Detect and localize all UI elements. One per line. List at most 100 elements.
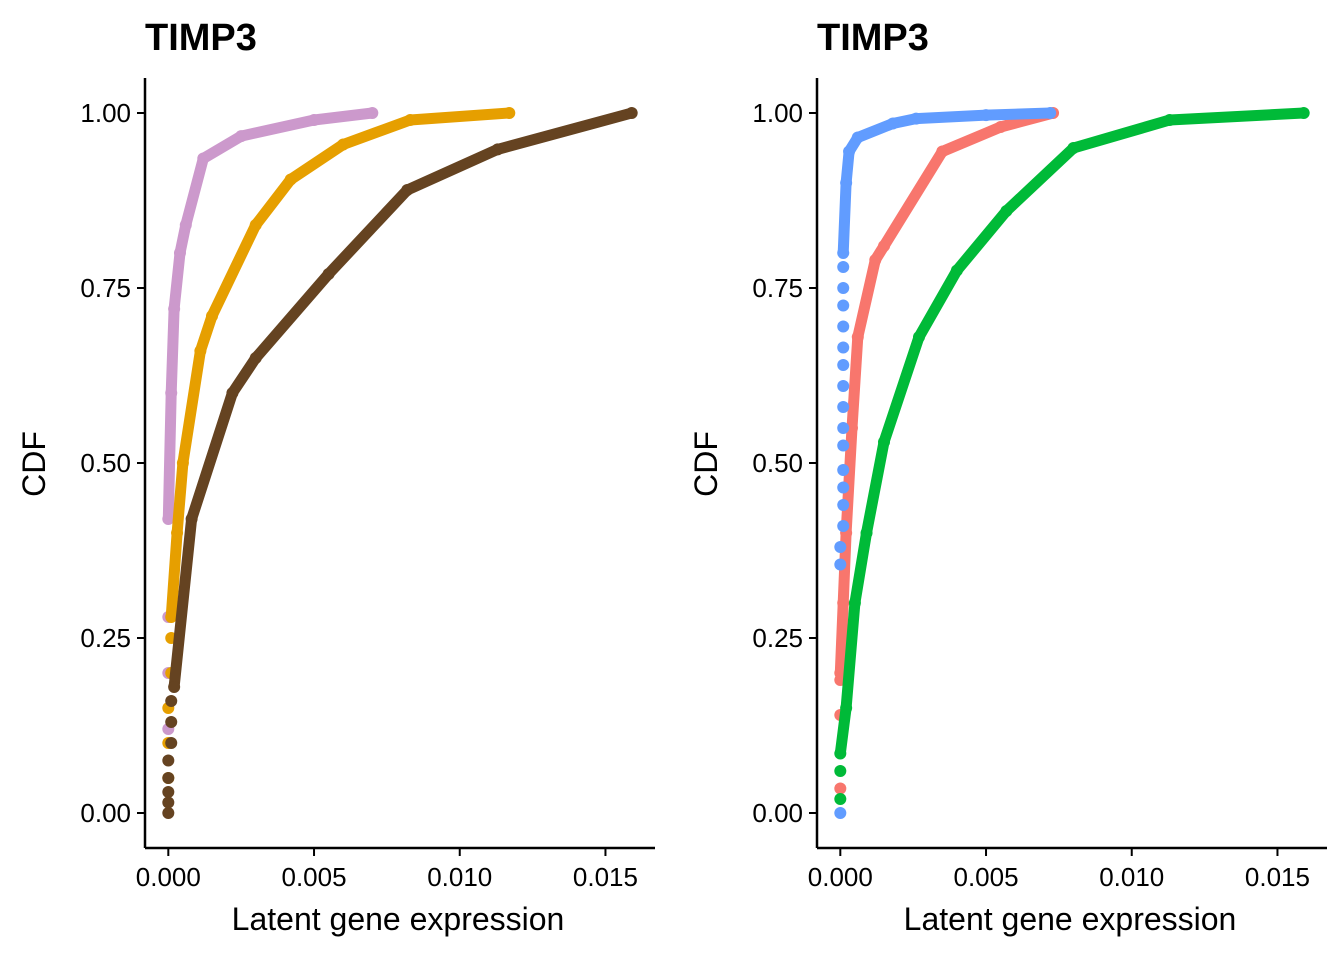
cdf-point: [162, 513, 175, 525]
cdf-point: [837, 422, 850, 434]
y-tick-label: 0.75: [752, 273, 803, 303]
x-tick-label: 0.000: [808, 862, 873, 892]
cdf-point: [878, 436, 891, 448]
y-tick-label: 0.00: [80, 798, 131, 828]
x-tick-label: 0.000: [136, 862, 201, 892]
cdf-point: [176, 457, 189, 469]
cdf-point: [843, 145, 856, 158]
cdf-point: [625, 107, 638, 119]
cdf-point: [845, 422, 858, 434]
y-axis-label: CDF: [688, 431, 724, 497]
cdf-point: [837, 481, 850, 494]
cdf-line-series-3: [837, 107, 1056, 259]
cdf-point: [837, 597, 850, 609]
cdf-point: [179, 219, 192, 231]
cdf-point: [1297, 107, 1310, 119]
y-tick-label: 0.50: [752, 448, 803, 478]
cdf-point: [162, 754, 175, 767]
cdf-line-series-1: [162, 107, 378, 525]
cdf-point: [162, 772, 175, 784]
y-tick-label: 0.25: [752, 623, 803, 653]
cdf-point: [837, 439, 850, 452]
cdf-point: [837, 380, 850, 392]
cdf-point: [837, 320, 850, 333]
x-tick-label: 0.010: [1099, 862, 1164, 892]
plot-area-right: [834, 107, 1310, 819]
cdf-point: [194, 345, 207, 357]
cdf-point: [401, 184, 414, 196]
cdf-point: [837, 282, 850, 294]
y-axis-label: CDF: [16, 431, 52, 497]
cdf-point: [994, 121, 1007, 133]
cdf-point: [1067, 142, 1080, 154]
cdf-point: [165, 716, 178, 728]
cdf-point: [322, 268, 335, 280]
y-tick-label: 1.00: [80, 98, 131, 128]
y-tick-label: 0.50: [80, 448, 131, 478]
plot-area-left: [162, 107, 638, 819]
cdf-point: [837, 401, 850, 413]
cdf-point: [834, 765, 847, 777]
chart-title: TIMP3: [145, 17, 257, 59]
cdf-point: [840, 177, 853, 189]
cdf-point: [206, 310, 219, 322]
cdf-point: [165, 387, 178, 399]
cdf-point: [840, 702, 853, 714]
cdf-point: [886, 117, 899, 130]
chart-panel-right: TIMP3 CDF Latent gene expression 0.00 0.2…: [688, 17, 1327, 937]
cdf-point: [168, 303, 181, 315]
cdf-point: [162, 796, 175, 809]
cdf-point: [226, 387, 239, 399]
cdf-point: [834, 541, 847, 553]
cdf-point: [1044, 107, 1057, 119]
cdf-point: [910, 112, 923, 125]
cdf-point: [284, 173, 297, 186]
cdf-point: [851, 331, 864, 343]
cdf-point: [185, 513, 198, 525]
cdf-point: [165, 611, 178, 623]
cdf-point: [837, 520, 850, 532]
y-tick-label: 0.75: [80, 273, 131, 303]
cdf-point: [837, 299, 850, 312]
cdf-point: [404, 114, 417, 126]
cdf-point: [837, 247, 850, 259]
cdf-point: [308, 114, 321, 126]
cdf-point: [980, 109, 993, 122]
x-axis-label: Latent gene expression: [904, 901, 1237, 937]
x-tick-label: 0.005: [953, 862, 1018, 892]
cdf-line-series-3: [168, 107, 638, 693]
cdf-point: [837, 499, 850, 511]
cdf-point: [837, 341, 850, 354]
cdf-point: [936, 145, 949, 158]
cdf-point: [834, 807, 847, 819]
chart-title: TIMP3: [817, 17, 929, 59]
cdf-point: [834, 793, 847, 805]
y-tick-label: 1.00: [752, 98, 803, 128]
cdf-point: [913, 331, 925, 343]
cdf-point: [171, 527, 184, 539]
cdf-point: [848, 597, 861, 609]
y-tick-label: 0.25: [80, 623, 131, 653]
cdf-line-series-2: [165, 107, 515, 623]
cdf-point: [235, 130, 248, 143]
x-tick-label: 0.015: [1245, 862, 1310, 892]
cdf-point: [1000, 205, 1013, 217]
cdf-point: [162, 786, 175, 798]
cdf-point: [165, 695, 178, 707]
x-tick-label: 0.010: [427, 862, 492, 892]
cdf-point: [860, 527, 873, 539]
cdf-point: [834, 558, 847, 571]
cdf-point: [869, 254, 882, 266]
x-tick-label: 0.015: [573, 862, 638, 892]
cdf-point: [337, 138, 350, 151]
cdf-point: [837, 261, 850, 273]
cdf-point: [837, 359, 850, 371]
cdf-point: [834, 782, 847, 795]
cdf-point: [878, 240, 891, 252]
axes-right: 0.00 0.25 0.50 0.75 1.00 0.000 0.005 0.010 0.015: [752, 78, 1327, 892]
cdf-point: [366, 107, 379, 119]
cdf-point: [249, 352, 262, 364]
cdf-point: [491, 143, 504, 156]
